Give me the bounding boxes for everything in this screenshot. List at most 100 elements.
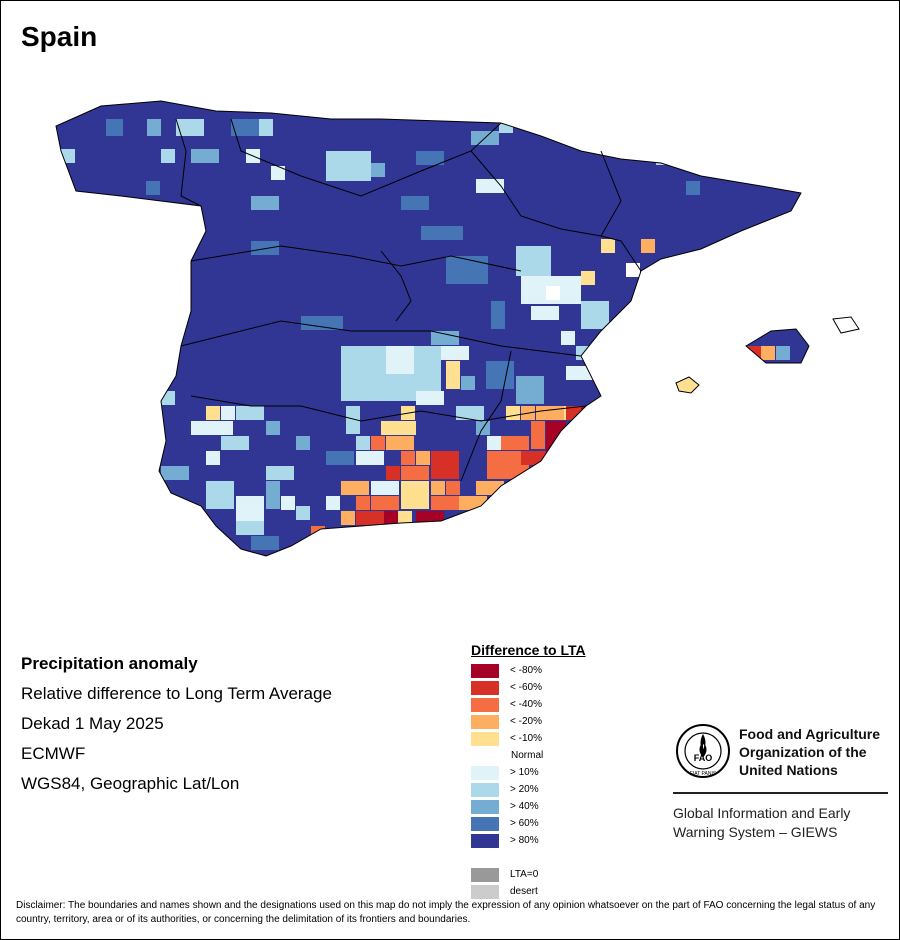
legend-item: Normal bbox=[471, 747, 586, 764]
giews-name: Global Information and Early Warning Sys… bbox=[673, 804, 850, 842]
legend-label: < -40% bbox=[510, 699, 542, 710]
anomaly-cell bbox=[251, 196, 279, 210]
anomaly-cell bbox=[459, 496, 487, 510]
boundaries bbox=[55, 100, 860, 557]
regional-boundary bbox=[190, 395, 587, 422]
anomaly-cell bbox=[371, 496, 399, 510]
anomaly-cell bbox=[271, 166, 285, 180]
anomaly-cell bbox=[416, 511, 444, 525]
fao-name-line: Organization of the bbox=[739, 744, 867, 760]
precipitation-map bbox=[41, 100, 860, 557]
legend-label: > 40% bbox=[510, 801, 539, 812]
giews-line: Global Information and Early bbox=[673, 805, 851, 821]
anomaly-cell bbox=[401, 481, 429, 509]
legend-swatch bbox=[471, 697, 499, 712]
anomaly-cell bbox=[416, 451, 430, 465]
fao-logo-ring bbox=[676, 724, 730, 778]
anomaly-cell bbox=[341, 511, 355, 525]
legend-item: < -20% bbox=[471, 713, 586, 730]
anomaly-cell bbox=[401, 196, 429, 210]
anomaly-cell bbox=[236, 496, 264, 524]
island-ibiza bbox=[675, 376, 700, 394]
map-info: Precipitation anomaly Relative differenc… bbox=[21, 649, 332, 799]
anomaly-cell bbox=[371, 163, 385, 177]
legend: Difference to LTA < -80% < -60% < -40% < -2… bbox=[471, 642, 586, 900]
anomaly-cell bbox=[441, 346, 469, 360]
fao-logo-inner-ring bbox=[684, 732, 722, 770]
anomaly-cell bbox=[531, 306, 559, 320]
legend-gap bbox=[471, 849, 586, 866]
anomaly-cell bbox=[191, 421, 233, 435]
anomaly-cell bbox=[581, 271, 595, 285]
legend-item: < -10% bbox=[471, 730, 586, 747]
legend-label: < -60% bbox=[510, 682, 542, 693]
giews-line: Warning System – GIEWS bbox=[673, 824, 838, 840]
fao-logo-text: FAO bbox=[694, 753, 713, 763]
anomaly-cell bbox=[446, 361, 460, 389]
legend-swatch bbox=[471, 867, 499, 882]
anomaly-cell bbox=[386, 466, 400, 480]
anomaly-cell bbox=[346, 406, 360, 434]
anomaly-cell bbox=[456, 406, 484, 420]
fao-name-line: Food and Agriculture bbox=[739, 726, 881, 742]
anomaly-cell bbox=[106, 119, 123, 136]
anomaly-cell bbox=[531, 421, 545, 449]
anomaly-cell bbox=[356, 451, 384, 465]
anomaly-cell bbox=[191, 149, 219, 163]
anomaly-cell bbox=[761, 346, 775, 360]
anomaly-cell bbox=[421, 226, 463, 240]
legend-swatch bbox=[471, 833, 499, 848]
spain-coastline bbox=[55, 100, 802, 557]
anomaly-cell bbox=[326, 496, 340, 510]
legend-item: LTA=0 bbox=[471, 866, 586, 883]
anomaly-cell bbox=[487, 436, 501, 450]
legend-item: > 60% bbox=[471, 815, 586, 832]
legend-item: desert bbox=[471, 883, 586, 900]
legend-label: < -10% bbox=[510, 733, 542, 744]
anomaly-cell bbox=[401, 451, 415, 465]
anomaly-cell bbox=[146, 181, 160, 195]
anomaly-cell bbox=[296, 436, 310, 450]
anomaly-cell bbox=[561, 331, 575, 345]
map-projection: WGS84, Geographic Lat/Lon bbox=[21, 774, 240, 793]
anomaly-cell bbox=[398, 511, 412, 525]
anomaly-cell bbox=[206, 481, 234, 509]
anomaly-cell bbox=[491, 301, 505, 329]
anomaly-cell bbox=[236, 521, 264, 535]
anomaly-cell bbox=[566, 366, 594, 380]
legend-swatch bbox=[471, 765, 499, 780]
legend-items: < -80% < -60% < -40% < -20% < -10% Normal > 10… bbox=[471, 662, 586, 900]
anomaly-cell bbox=[161, 466, 189, 480]
anomaly-cell bbox=[236, 406, 264, 420]
island-menorca bbox=[832, 316, 860, 334]
anomaly-cell bbox=[356, 436, 370, 450]
legend-label: Normal bbox=[511, 750, 544, 761]
anomaly-cell bbox=[581, 301, 609, 329]
anomaly-cell bbox=[356, 511, 384, 525]
regional-boundary bbox=[460, 350, 512, 482]
anomaly-cell bbox=[476, 481, 504, 495]
legend-item: > 10% bbox=[471, 764, 586, 781]
anomaly-cell bbox=[386, 346, 414, 374]
legend-label: < -20% bbox=[510, 716, 542, 727]
regional-boundary bbox=[190, 245, 522, 272]
anomaly-cell bbox=[506, 406, 520, 420]
anomaly-cell bbox=[431, 451, 459, 479]
legend-swatch bbox=[471, 663, 499, 678]
regional-boundary bbox=[470, 150, 642, 272]
legend-label: desert bbox=[510, 886, 538, 897]
wheat-icon bbox=[699, 733, 707, 758]
anomaly-cell bbox=[476, 179, 504, 193]
anomaly-cell bbox=[41, 136, 55, 150]
legend-title: Difference to LTA bbox=[471, 642, 586, 658]
anomaly-cell bbox=[384, 511, 398, 525]
anomaly-cell bbox=[546, 286, 560, 300]
anomaly-cell bbox=[536, 406, 564, 420]
anomaly-cell bbox=[381, 421, 416, 435]
divider bbox=[673, 792, 888, 794]
anomaly-cell bbox=[326, 151, 371, 181]
anomaly-cell bbox=[231, 119, 259, 136]
legend-swatch bbox=[471, 816, 499, 831]
anomaly-cell bbox=[611, 263, 625, 277]
